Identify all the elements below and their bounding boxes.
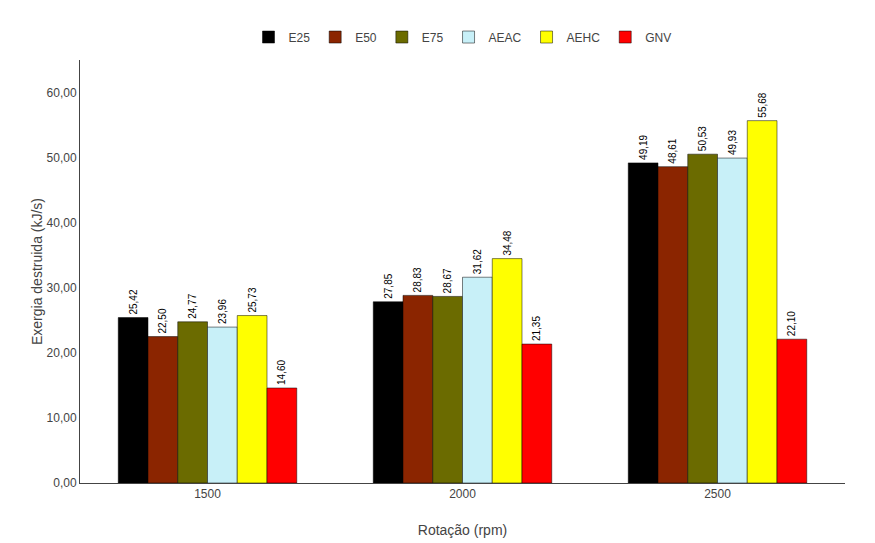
svg-text:E25: E25 (289, 31, 311, 45)
svg-text:48,61: 48,61 (667, 138, 678, 163)
svg-text:30,00: 30,00 (47, 281, 77, 295)
svg-text:14,60: 14,60 (276, 360, 287, 385)
svg-text:21,35: 21,35 (531, 316, 542, 341)
svg-text:60,00: 60,00 (47, 86, 77, 100)
svg-text:40,00: 40,00 (47, 216, 77, 230)
svg-text:49,93: 49,93 (727, 130, 738, 155)
svg-text:GNV: GNV (645, 31, 671, 45)
svg-text:2500: 2500 (704, 487, 731, 501)
svg-text:AEHC: AEHC (567, 31, 601, 45)
svg-text:20,00: 20,00 (47, 346, 77, 360)
svg-text:50,00: 50,00 (47, 151, 77, 165)
svg-text:23,96: 23,96 (217, 299, 228, 324)
svg-text:49,19: 49,19 (638, 134, 649, 159)
svg-text:55,68: 55,68 (757, 92, 768, 117)
svg-text:2000: 2000 (449, 487, 476, 501)
svg-text:Exergia destruida (kJ/s): Exergia destruida (kJ/s) (29, 198, 45, 345)
svg-text:24,77: 24,77 (187, 293, 198, 318)
svg-text:28,83: 28,83 (412, 267, 423, 292)
svg-text:1500: 1500 (194, 487, 221, 501)
svg-text:Rotação (rpm): Rotação (rpm) (418, 522, 507, 538)
svg-text:25,42: 25,42 (128, 289, 139, 314)
svg-text:22,50: 22,50 (157, 308, 168, 333)
svg-text:10,00: 10,00 (47, 411, 77, 425)
svg-text:31,62: 31,62 (472, 249, 483, 274)
svg-text:34,48: 34,48 (502, 230, 513, 255)
svg-text:22,10: 22,10 (786, 311, 797, 336)
svg-text:28,67: 28,67 (442, 268, 453, 293)
svg-text:25,73: 25,73 (247, 287, 258, 312)
svg-text:0,00: 0,00 (53, 476, 77, 490)
svg-text:E50: E50 (355, 31, 377, 45)
svg-text:E75: E75 (422, 31, 444, 45)
svg-text:27,85: 27,85 (383, 273, 394, 298)
svg-text:AEAC: AEAC (489, 31, 522, 45)
svg-text:50,53: 50,53 (697, 126, 708, 151)
